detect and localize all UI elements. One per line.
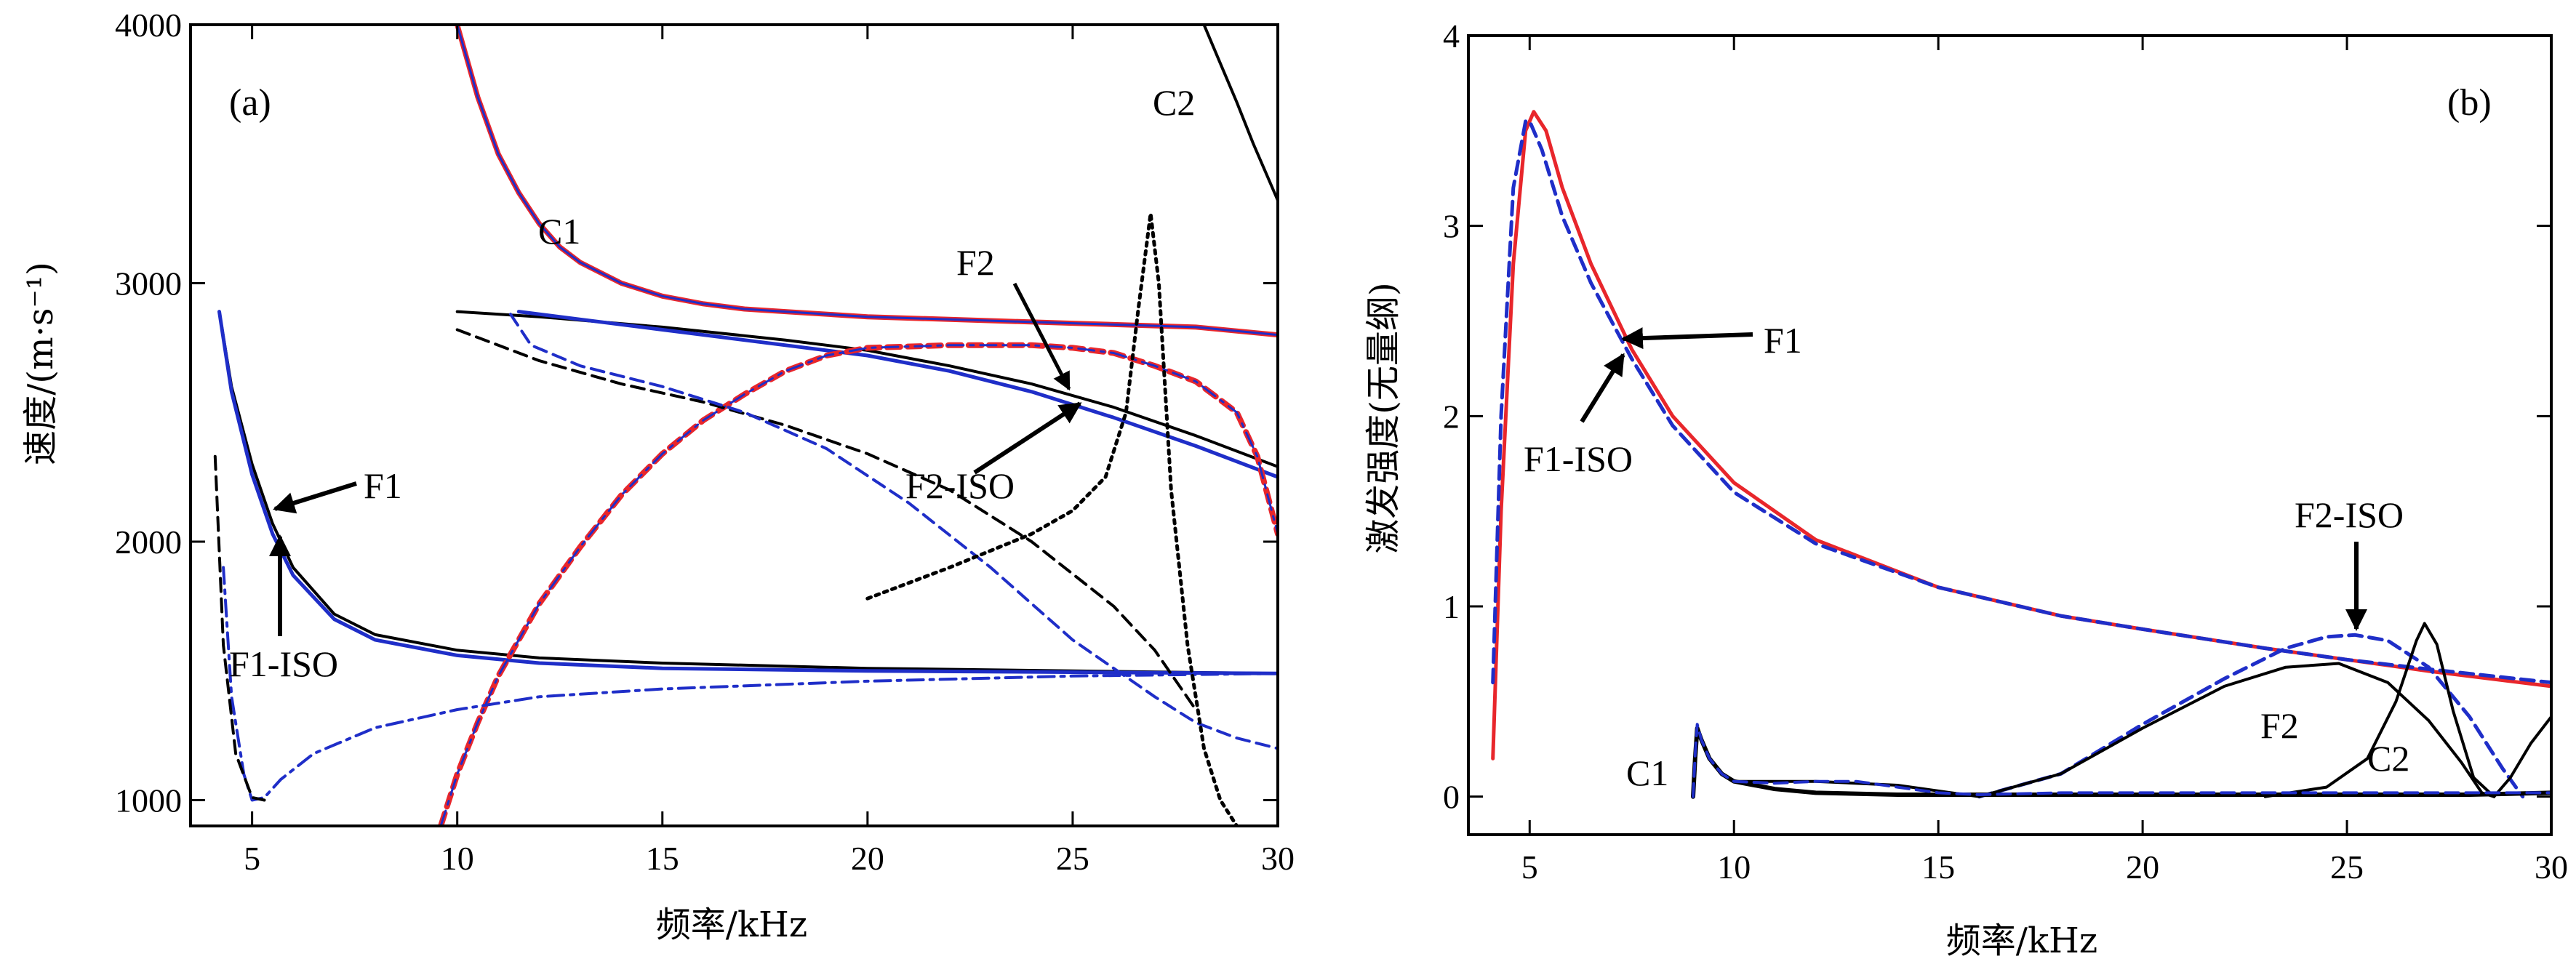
panel-a-series-7 [438, 342, 1278, 826]
panel-a-xtick-label-1: 10 [441, 840, 474, 877]
panel-b-annotation-f1-iso: F1-ISO [1524, 438, 1633, 479]
panel-a-ytick-label-0: 1000 [115, 782, 182, 819]
panel-a-xtick-label-4: 25 [1056, 840, 1089, 877]
panel-a-series-3 [217, 310, 1278, 675]
panel-a-series-2 [217, 310, 1278, 675]
panel-a-xtick-label-3: 20 [851, 840, 884, 877]
panel-a-arrow-f2 [1012, 282, 1071, 391]
panel-b-xtick-label-3: 20 [2126, 848, 2159, 886]
panel-a-series-9 [222, 566, 1278, 802]
panel-b-annotation-f2: F2 [2260, 705, 2299, 746]
panel-b-ylabel: 激发强度(无量纲) [1363, 282, 1404, 553]
panel-a-series-5 [516, 310, 1278, 479]
panel-a-ylabel: 速度/(m·s⁻¹) [20, 262, 61, 465]
panel-a-annotation-c1: C1 [538, 211, 580, 252]
panel-a-annotation-f1-iso: F1-ISO [229, 643, 338, 684]
panel-a-annotation-f2: F2 [956, 242, 995, 283]
panel-a-annotation-c2: C2 [1153, 82, 1195, 123]
panel-b-ticks: 5 10 15 20 25 30 0 1 2 3 4 [1443, 17, 2568, 886]
panel-b-ytick-label-0: 0 [1443, 779, 1460, 816]
panel-b-annotation-f2-iso: F2-ISO [2295, 494, 2404, 535]
panel-b-excitation-chart: 5 10 15 20 25 30 0 1 2 3 4 (b) 频率/kHz 激发强度(无量纲) F1… [1363, 17, 2568, 961]
panel-a-frame [189, 23, 1279, 827]
panel-a-velocity-chart: 5 10 15 20 25 30 1000 2000 3000 4000 (a) 频率/kHz 速… [20, 7, 1295, 945]
panel-a-series-8 [439, 344, 1278, 826]
panel-b-arrow-f1 [1621, 327, 1753, 350]
panel-a-ytick-label-2: 3000 [115, 265, 182, 302]
panel-a-series-6 [1202, 25, 1278, 202]
panel-b-series-3 [1732, 662, 2496, 798]
panel-a-arrow-f2-iso [973, 401, 1082, 475]
panel-a-series-0 [455, 25, 1278, 338]
panel-b-ytick-label-2: 2 [1443, 398, 1460, 435]
panel-b-xtick-label-2: 15 [1921, 848, 1955, 886]
panel-b-frame [1467, 34, 2553, 836]
panel-b-annotation-f1: F1 [1764, 320, 1802, 361]
panel-a-annotation-f2-iso: F2-ISO [905, 465, 1015, 506]
panel-a-series-11 [455, 328, 1198, 711]
panel-b-xtick-label-5: 30 [2535, 848, 2568, 886]
panel-a-label: (a) [229, 82, 271, 124]
panel-a-series-10 [213, 454, 266, 802]
panel-a-series-13 [865, 212, 1239, 826]
panel-b-xtick-label-0: 5 [1521, 848, 1538, 886]
panel-b-ytick-label-1: 1 [1443, 588, 1460, 625]
panel-a-xlabel: 频率/kHz [656, 904, 807, 945]
panel-a-annotation-f1: F1 [364, 465, 402, 506]
panel-b-series-6 [1692, 723, 2551, 798]
panel-a-xtick-label-5: 30 [1261, 840, 1295, 877]
panel-b-arrow-f1-iso [1580, 353, 1625, 423]
panel-a-ytick-label-3: 4000 [115, 7, 182, 44]
panel-a-ticks: 5 10 15 20 25 30 1000 2000 3000 4000 [115, 7, 1295, 877]
panel-b-annotation-c1: C1 [1626, 753, 1668, 793]
panel-a-ytick-label-1: 2000 [115, 523, 182, 561]
panel-a-arrow-f1 [273, 481, 357, 514]
panel-b-xtick-label-4: 25 [2330, 848, 2364, 886]
panel-b-xlabel: 频率/kHz [1946, 920, 2097, 961]
panel-a-series-12 [509, 313, 1278, 750]
panel-b-curves [1491, 110, 2551, 799]
panel-a-curves [213, 25, 1278, 826]
panel-a-xtick-label-2: 15 [646, 840, 679, 877]
panel-b-xtick-label-1: 10 [1717, 848, 1751, 886]
panel-b-annotation-c2: C2 [2367, 738, 2409, 779]
panel-b-series-1 [1491, 119, 2551, 685]
panel-b-ytick-label-4: 4 [1443, 17, 1460, 55]
panel-a-series-1 [456, 25, 1278, 337]
panel-a-series-4 [455, 310, 1278, 468]
panel-a-xtick-label-0: 5 [244, 840, 260, 877]
panel-b-series-2 [1977, 633, 2525, 799]
panel-b-series-4 [2263, 622, 2551, 798]
panel-b-ytick-label-3: 3 [1443, 208, 1460, 245]
panel-b-label: (b) [2447, 82, 2492, 124]
panel-b-series-0 [1491, 110, 2551, 761]
